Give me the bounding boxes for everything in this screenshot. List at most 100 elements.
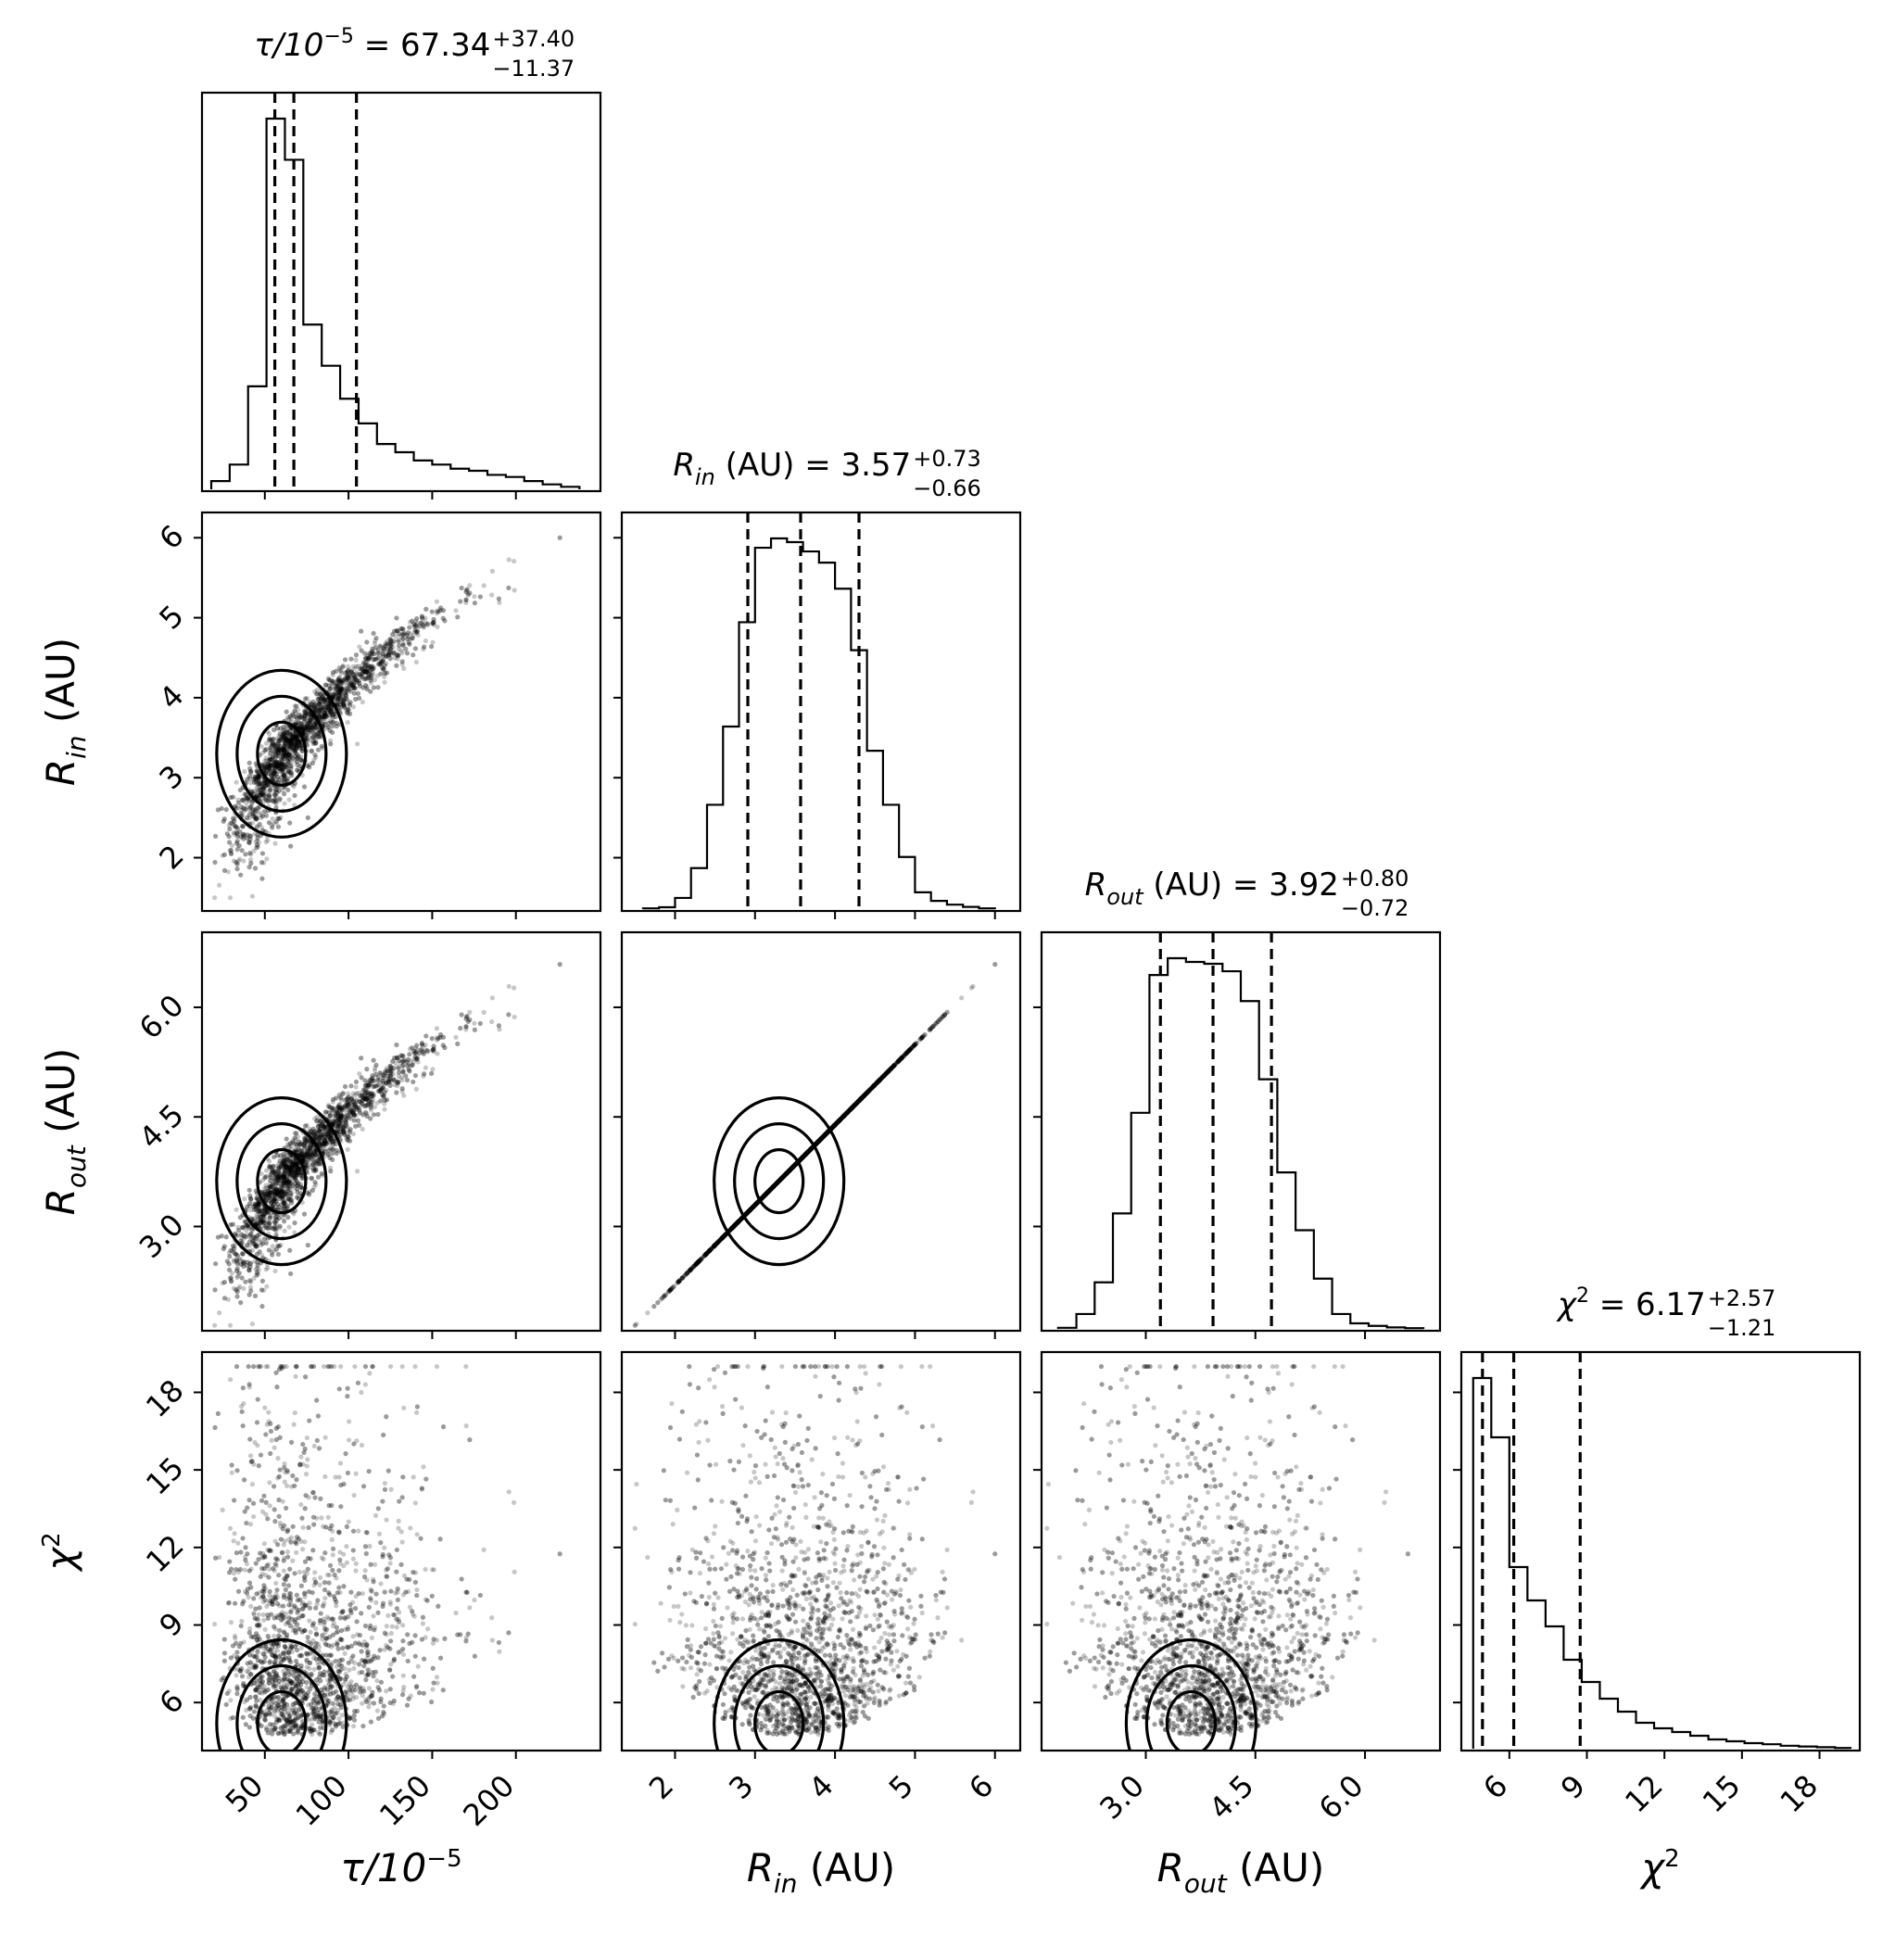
sample-point (371, 665, 376, 672)
sample-point (261, 792, 267, 798)
sample-point (284, 738, 291, 743)
sample-point (264, 793, 270, 799)
sample-point (309, 729, 315, 735)
sample-point (382, 670, 387, 677)
sample-point (263, 758, 270, 764)
sample-point (370, 651, 375, 657)
sample-point (268, 785, 274, 790)
sample-point (250, 807, 256, 813)
sample-point (271, 821, 277, 827)
sample-point (429, 621, 436, 626)
sample-point (287, 752, 293, 758)
sample-point (477, 594, 483, 600)
sample-point (318, 731, 323, 737)
sample-point (254, 815, 260, 820)
sample-point (251, 814, 257, 819)
sample-point (290, 746, 297, 752)
sample-point (334, 682, 339, 688)
sample-point (252, 866, 259, 871)
sample-point (293, 741, 298, 747)
sample-point (232, 816, 237, 822)
sample-point (322, 713, 327, 718)
sample-point (334, 686, 339, 691)
sample-point (275, 753, 282, 759)
sample-point (387, 637, 393, 642)
sample-point (348, 679, 354, 685)
sample-point (298, 721, 304, 727)
sample-point (326, 704, 332, 710)
sample-point (297, 745, 303, 752)
sample-point (418, 620, 423, 626)
sample-point (284, 746, 290, 752)
sample-point (294, 734, 299, 740)
sample-point (290, 731, 296, 737)
sample-point (244, 815, 250, 820)
sample-point (284, 728, 290, 734)
sample-point (281, 772, 287, 778)
sample-point (309, 749, 314, 754)
sample-point (330, 712, 335, 717)
sample-point (387, 637, 393, 642)
sample-point (274, 760, 280, 765)
sample-point (264, 1283, 270, 1289)
sample-point (294, 752, 300, 757)
sample-point (256, 777, 261, 782)
sample-point (270, 757, 275, 763)
sample-point (322, 712, 328, 717)
sample-point (254, 824, 260, 829)
sample-point (357, 683, 363, 689)
sample-point (263, 814, 270, 819)
sample-point (258, 790, 264, 796)
sample-point (496, 596, 501, 601)
sample-point (279, 765, 284, 772)
sample-point (272, 770, 277, 776)
sample-point (284, 765, 290, 770)
sample-point (384, 670, 390, 676)
sample-point (370, 646, 375, 651)
sample-point (275, 775, 281, 780)
sample-point (405, 636, 411, 642)
sample-point (255, 805, 260, 811)
sample-point (313, 754, 319, 760)
sample-point (279, 763, 285, 768)
sample-point (272, 792, 278, 798)
sample-point (281, 731, 286, 737)
sample-point (260, 790, 266, 796)
sample-point (241, 808, 246, 814)
sample-point (271, 771, 276, 778)
sample-point (368, 677, 373, 683)
sample-point (272, 754, 278, 761)
sample-point (343, 695, 348, 702)
sample-point (268, 745, 273, 751)
sample-point (220, 853, 225, 858)
sample-point (391, 650, 397, 655)
sample-point (420, 622, 426, 628)
sample-point (348, 669, 354, 675)
sample-point (226, 1267, 233, 1272)
sample-point (278, 756, 284, 762)
sample-point (337, 695, 343, 701)
sample-point (212, 1322, 218, 1328)
sample-point (237, 856, 243, 862)
sample-point (341, 697, 347, 703)
sample-point (231, 818, 237, 824)
sample-point (293, 732, 298, 739)
sample-point (282, 743, 287, 749)
sample-point (414, 628, 420, 634)
sample-point (285, 787, 291, 793)
sample-point (291, 748, 297, 753)
sample-point (337, 690, 343, 696)
sample-point (310, 760, 315, 766)
sample-point (338, 690, 345, 696)
sample-point (419, 613, 425, 619)
sample-point (230, 1221, 236, 1227)
sample-point (412, 624, 418, 629)
sample-point (352, 665, 358, 671)
sample-point (464, 587, 470, 592)
sample-point (278, 736, 284, 741)
sample-point (370, 1078, 375, 1083)
sample-point (400, 626, 406, 632)
sample-point (345, 711, 350, 716)
sample-point (318, 705, 323, 711)
sample-point (336, 664, 342, 670)
